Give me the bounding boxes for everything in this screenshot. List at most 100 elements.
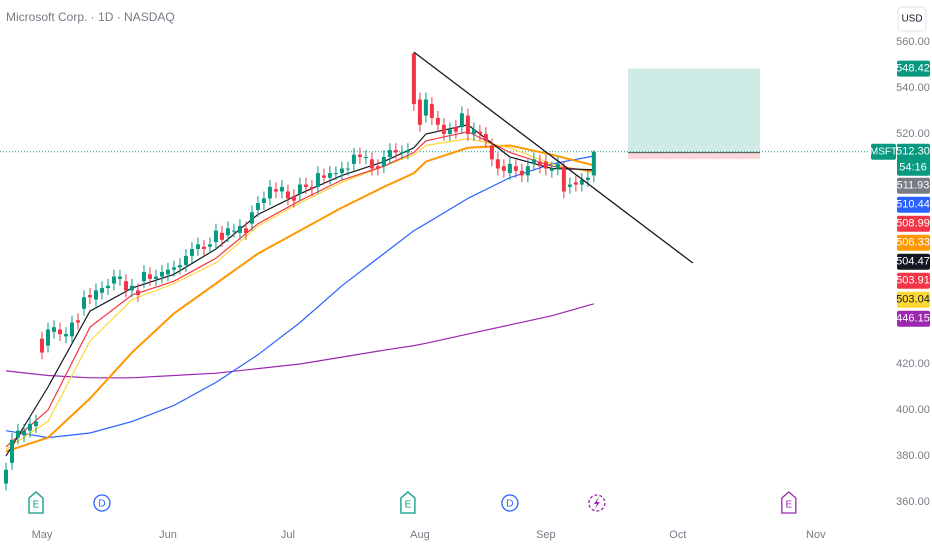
event-dividend	[93, 494, 111, 512]
candle-body	[51, 327, 56, 332]
candle-body	[249, 212, 254, 224]
candle-body	[237, 225, 242, 233]
candle-body	[447, 129, 452, 134]
candle-body	[363, 156, 368, 158]
candle-body	[165, 269, 170, 275]
candle-body	[369, 159, 374, 169]
plot-area	[0, 51, 868, 491]
candle-body	[177, 265, 182, 268]
candle-body	[549, 168, 554, 171]
candle-body	[111, 276, 116, 284]
candle-body	[135, 290, 140, 295]
candle-body	[465, 115, 470, 134]
y-tick-label: 360.00	[896, 496, 930, 508]
candle-body	[423, 99, 428, 116]
candle-body	[393, 150, 398, 153]
ma-line	[5, 303, 595, 379]
price-label-box	[897, 310, 930, 327]
candle-body	[87, 294, 92, 298]
x-tick-label: May	[32, 529, 53, 541]
candle-body	[267, 186, 272, 199]
x-tick-label: Aug	[410, 529, 430, 541]
candle-body	[81, 297, 86, 309]
x-tick-label: Jul	[281, 529, 295, 541]
candle-body	[555, 163, 560, 169]
price-label: 506.33	[896, 237, 930, 249]
candle-body	[201, 246, 206, 249]
candle-body	[333, 173, 338, 175]
candle-body	[207, 244, 212, 247]
candle-body	[231, 230, 236, 232]
candle-body	[477, 131, 482, 134]
y-tick-label: 520.00	[896, 128, 930, 140]
last-price-box	[897, 143, 930, 176]
candle-body	[159, 271, 164, 277]
candle-body	[21, 430, 26, 436]
price-label: 510.44	[896, 199, 930, 211]
chart-title: Microsoft Corp. · 1D · NASDAQ	[6, 10, 175, 24]
last-price: 512.30	[896, 146, 930, 158]
candle-body	[513, 166, 518, 171]
y-tick-label: 540.00	[896, 82, 930, 94]
candle-body	[57, 329, 62, 335]
candle-body	[399, 152, 404, 154]
candle-body	[75, 320, 80, 323]
price-label-box	[897, 215, 930, 232]
candle-body	[525, 166, 530, 176]
y-tick-label: 380.00	[896, 450, 930, 462]
candle-body	[441, 124, 446, 134]
candle-body	[471, 129, 476, 134]
price-label: 548.42	[896, 63, 930, 75]
candle-body	[3, 469, 8, 484]
candle-body	[387, 150, 392, 157]
candle-body	[147, 274, 152, 279]
price-label: 511.93	[897, 180, 930, 192]
candle-body	[531, 159, 536, 164]
price-label: 503.91	[896, 275, 930, 287]
event-earnings	[781, 491, 797, 514]
candle-body	[255, 202, 260, 210]
candle-body	[39, 338, 44, 353]
x-tick-label: Jun	[159, 529, 177, 541]
candle-body	[33, 421, 38, 427]
candle-body	[591, 151, 596, 176]
candle-body	[123, 281, 128, 291]
price-label: 446.15	[896, 313, 930, 325]
candle-body	[339, 168, 344, 174]
candle-body	[411, 53, 416, 105]
candle-body	[459, 113, 464, 128]
price-label-box	[897, 291, 930, 308]
candle-body	[351, 154, 356, 164]
ma-line	[5, 137, 595, 450]
candle-body	[189, 248, 194, 256]
trendline	[413, 51, 694, 264]
candle-body	[105, 285, 110, 289]
currency-button[interactable]	[897, 6, 927, 32]
candle-body	[309, 186, 314, 190]
stop-zone	[628, 152, 761, 160]
candle-body	[453, 127, 458, 132]
candle-body	[543, 161, 548, 169]
currency: USD	[901, 14, 922, 25]
candle-body	[573, 182, 578, 185]
candle-body	[321, 175, 326, 178]
candle-body	[519, 170, 524, 176]
price-label: 504.47	[896, 256, 930, 268]
event-label: D	[506, 499, 513, 510]
candle-body	[285, 191, 290, 199]
candle-body	[291, 196, 296, 201]
candle-body	[579, 179, 584, 185]
y-tick-label: 420.00	[896, 358, 930, 370]
candle-body	[507, 163, 512, 174]
candle-body	[171, 267, 176, 270]
event-label: E	[785, 500, 792, 511]
ma-line	[5, 131, 594, 448]
price-label-box	[897, 272, 930, 289]
candle-body	[99, 288, 104, 293]
target-zone	[628, 68, 761, 153]
candle-body	[303, 184, 308, 187]
event-icon	[593, 497, 600, 509]
candle-body	[273, 189, 278, 192]
candle-body	[381, 156, 386, 167]
